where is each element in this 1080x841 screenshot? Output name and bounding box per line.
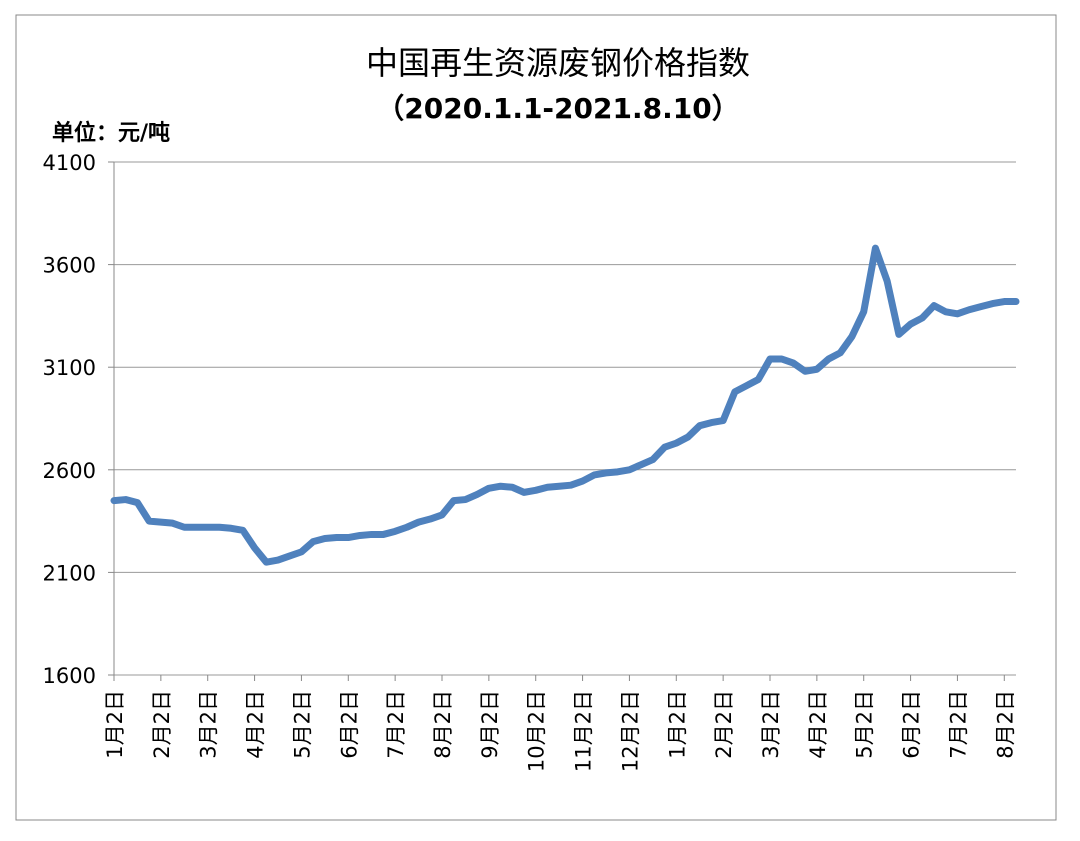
y-tick-label: 2600	[43, 459, 96, 483]
x-tick-label: 6月2日	[900, 690, 924, 759]
y-tick-label: 3600	[43, 254, 96, 278]
data-line	[110, 244, 1020, 566]
x-tick-label: 7月2日	[946, 690, 970, 759]
x-tick-label: 8月2日	[431, 690, 455, 759]
x-tick-label: 8月2日	[993, 690, 1017, 759]
x-tick-label: 1月2日	[103, 690, 127, 759]
x-tick-label: 2月2日	[712, 690, 736, 759]
y-tick-label: 4100	[43, 151, 96, 175]
x-tick-label: 5月2日	[853, 690, 877, 759]
x-tick-label: 11月2日	[572, 690, 596, 772]
x-tick-label: 2月2日	[150, 690, 174, 759]
x-tick-label: 4月2日	[244, 690, 268, 759]
chart-title: 中国再生资源废钢价格指数	[366, 44, 750, 82]
x-tick-label: 6月2日	[337, 690, 361, 759]
y-axis-label: 单位：元/吨	[52, 120, 170, 146]
y-tick-label: 1600	[43, 664, 96, 688]
x-tick-label: 10月2日	[525, 690, 549, 772]
x-tick-label: 3月2日	[759, 690, 783, 759]
x-tick-label: 3月2日	[197, 690, 221, 759]
x-tick-label: 9月2日	[478, 690, 502, 759]
x-tick-label: 5月2日	[290, 690, 314, 759]
x-tick-label: 1月2日	[665, 690, 689, 759]
chart-subtitle: （2020.1.1-2021.8.10）	[376, 92, 739, 125]
chart-frame	[15, 14, 1057, 821]
y-tick-label: 3100	[43, 356, 96, 380]
y-tick-label: 2100	[43, 561, 96, 585]
x-tick-label: 12月2日	[618, 690, 642, 772]
x-tick-label: 4月2日	[806, 690, 830, 759]
x-tick-label: 7月2日	[384, 690, 408, 759]
